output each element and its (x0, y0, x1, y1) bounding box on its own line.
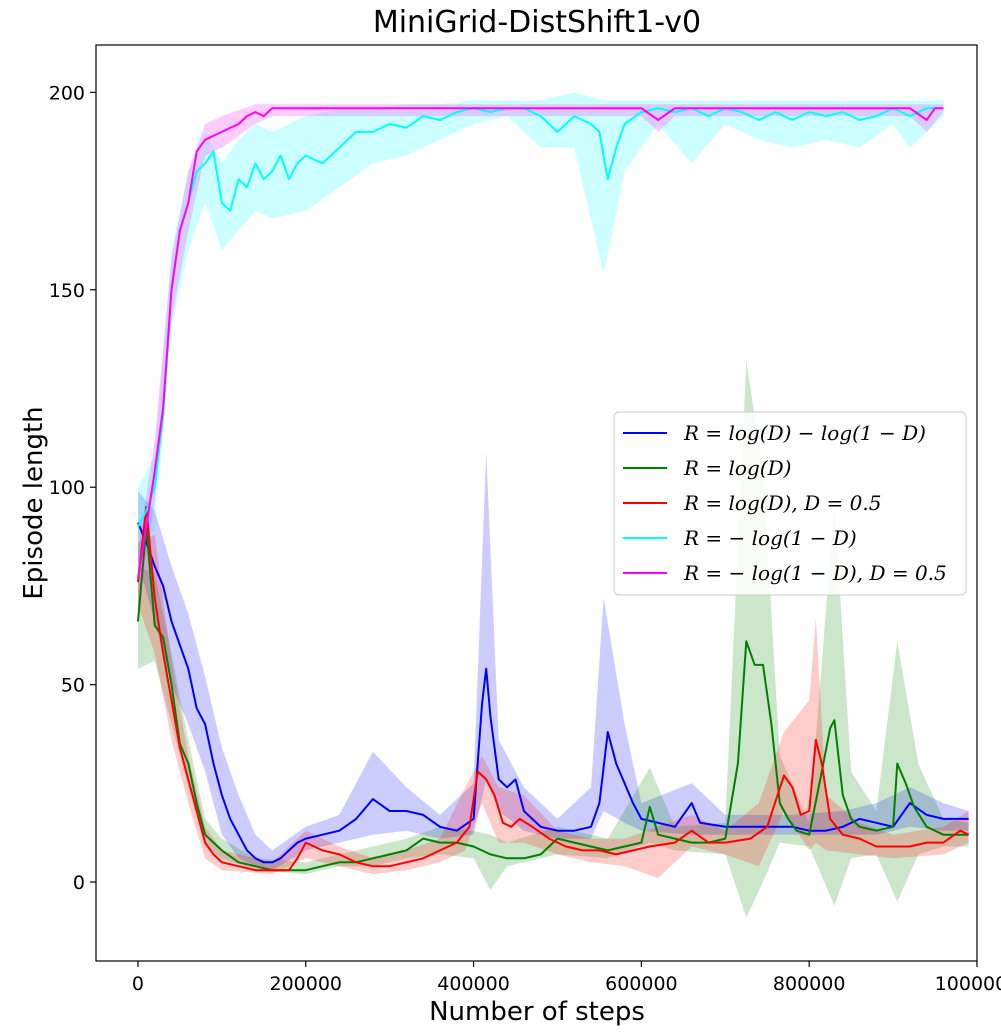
x-axis: 0 200000 400000 600000 800000 1000000 (132, 961, 1001, 995)
legend-label-0: R = log(D) − log(1 − D) (683, 421, 926, 445)
legend-label-2: R = log(D), D = 0.5 (683, 491, 881, 515)
y-axis-label: Episode length (19, 406, 49, 599)
y-tick-label-4: 200 (49, 82, 85, 104)
y-tick-label-3: 150 (49, 280, 85, 302)
series-lines (137, 107, 970, 872)
chart-title: MiniGrid-DistShift1-v0 (373, 5, 701, 40)
x-tick-label-4: 800000 (773, 973, 846, 995)
x-axis-label: Number of steps (429, 997, 645, 1027)
series-line-2 (137, 505, 970, 872)
x-tick-label-0: 0 (132, 973, 144, 995)
x-tick-label-3: 600000 (605, 973, 678, 995)
series-band-3 (138, 92, 944, 567)
x-tick-label-1: 200000 (269, 973, 342, 995)
series-line-4 (137, 107, 944, 579)
legend-label-1: R = log(D) (683, 456, 791, 480)
legend-label-3: R = − log(1 − D) (683, 526, 857, 550)
y-tick-label-2: 100 (49, 477, 85, 499)
x-tick-label-5: 1000000 (935, 973, 1001, 995)
x-tick-label-2: 400000 (437, 973, 510, 995)
legend-box (613, 411, 967, 596)
plot-frame (95, 44, 978, 962)
y-axis: 0 50 100 150 200 (49, 82, 96, 894)
series-band-2 (138, 534, 969, 879)
legend: R = log(D) − log(1 − D) R = log(D) R = log… (613, 411, 967, 596)
y-tick-label-0: 0 (73, 872, 85, 894)
y-tick-label-1: 50 (61, 675, 85, 697)
series-line-0 (137, 522, 969, 864)
series-line-1 (137, 525, 969, 872)
legend-label-4: R = − log(1 − D), D = 0.5 (683, 561, 947, 585)
